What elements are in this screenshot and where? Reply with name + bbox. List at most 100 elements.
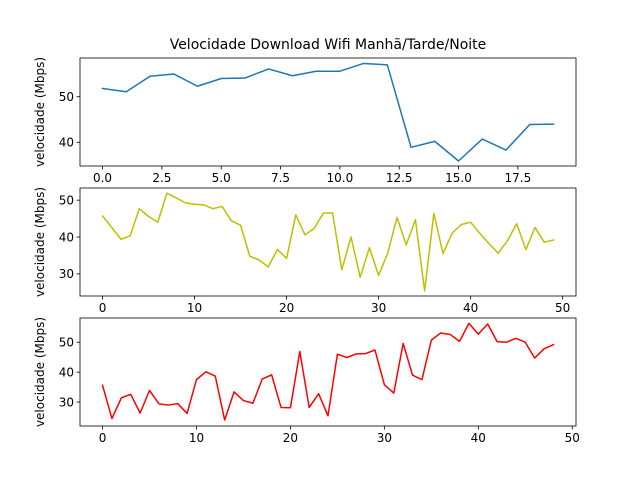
data-point	[233, 391, 235, 393]
data-point	[553, 239, 555, 241]
x-tick-label: 0.0	[93, 171, 112, 185]
data-point	[323, 212, 325, 214]
data-point	[196, 379, 198, 381]
data-point	[220, 78, 222, 80]
data-point	[415, 219, 417, 221]
data-point	[440, 332, 442, 334]
axes-frame	[79, 317, 577, 427]
y-tick-label: 30	[59, 267, 74, 281]
axes-frame	[79, 187, 577, 297]
data-point	[292, 75, 294, 77]
data-point	[327, 415, 329, 417]
data-point	[487, 323, 489, 325]
data-point	[534, 357, 536, 359]
data-point	[553, 344, 555, 346]
data-point	[410, 147, 412, 149]
data-point	[243, 400, 245, 402]
data-point	[148, 216, 150, 218]
data-point	[506, 341, 508, 343]
x-tick-label: 40	[463, 301, 478, 315]
x-tick-label: 7.5	[271, 171, 290, 185]
data-point	[318, 393, 320, 395]
data-point	[313, 228, 315, 230]
data-point	[315, 70, 317, 72]
series-line-3	[101, 322, 555, 421]
data-point	[402, 343, 404, 345]
data-point	[214, 375, 216, 377]
x-tick-label: 15.0	[445, 171, 472, 185]
x-tick-label: 17.5	[504, 171, 531, 185]
data-point	[290, 407, 292, 409]
x-tick-label: 10	[189, 431, 204, 445]
data-point	[299, 351, 301, 353]
data-point	[478, 333, 480, 335]
data-point	[111, 418, 113, 420]
data-point	[543, 241, 545, 243]
data-point	[129, 235, 131, 237]
series-line-2	[101, 192, 555, 292]
data-point	[102, 215, 104, 217]
data-point	[459, 341, 461, 343]
series-line-1	[101, 62, 555, 162]
data-point	[543, 348, 545, 350]
y-tick-label: 40	[59, 230, 74, 244]
data-point	[194, 203, 196, 205]
data-point	[505, 149, 507, 151]
data-point	[240, 224, 242, 226]
x-tick-label: 50	[565, 431, 580, 445]
data-point	[412, 374, 414, 376]
data-point	[481, 138, 483, 140]
data-point	[280, 407, 282, 409]
data-point	[363, 63, 365, 65]
data-point	[524, 341, 526, 343]
data-point	[405, 244, 407, 246]
data-point	[479, 233, 481, 235]
data-point	[203, 204, 205, 206]
data-point	[139, 208, 141, 210]
data-point	[387, 64, 389, 66]
data-point	[424, 290, 426, 292]
data-point	[249, 255, 251, 257]
data-point	[384, 384, 386, 386]
data-point	[332, 212, 334, 214]
x-tick-label: 30	[377, 431, 392, 445]
data-point	[507, 240, 509, 242]
x-tick-label: 20	[283, 431, 298, 445]
data-point	[346, 357, 348, 359]
y-tick-label: 30	[59, 395, 74, 409]
data-point	[258, 259, 260, 261]
data-point	[308, 407, 310, 409]
data-point	[496, 341, 498, 343]
data-point	[378, 275, 380, 277]
x-tick-label: 5.0	[212, 171, 231, 185]
data-point	[277, 249, 279, 251]
data-point	[177, 403, 179, 405]
data-point	[442, 253, 444, 255]
data-point	[130, 393, 132, 395]
data-point	[268, 68, 270, 70]
data-point	[244, 77, 246, 79]
data-point	[102, 385, 104, 387]
data-point	[434, 141, 436, 143]
data-point	[359, 276, 361, 278]
data-point	[261, 378, 263, 380]
data-point	[529, 124, 531, 126]
data-point	[516, 223, 518, 225]
data-point	[168, 404, 170, 406]
data-point	[421, 379, 423, 381]
data-point	[387, 252, 389, 254]
data-point	[433, 213, 435, 215]
data-point	[431, 339, 433, 341]
y-tick-label: 50	[59, 336, 74, 350]
data-point	[149, 390, 151, 392]
data-point	[205, 371, 207, 373]
data-point	[468, 323, 470, 325]
x-tick-label: 12.5	[386, 171, 413, 185]
x-tick-label: 30	[371, 301, 386, 315]
data-point	[497, 252, 499, 254]
data-point	[350, 236, 352, 238]
axes-frame	[79, 57, 577, 167]
data-point	[341, 269, 343, 271]
data-point	[369, 247, 371, 249]
data-point	[461, 224, 463, 226]
